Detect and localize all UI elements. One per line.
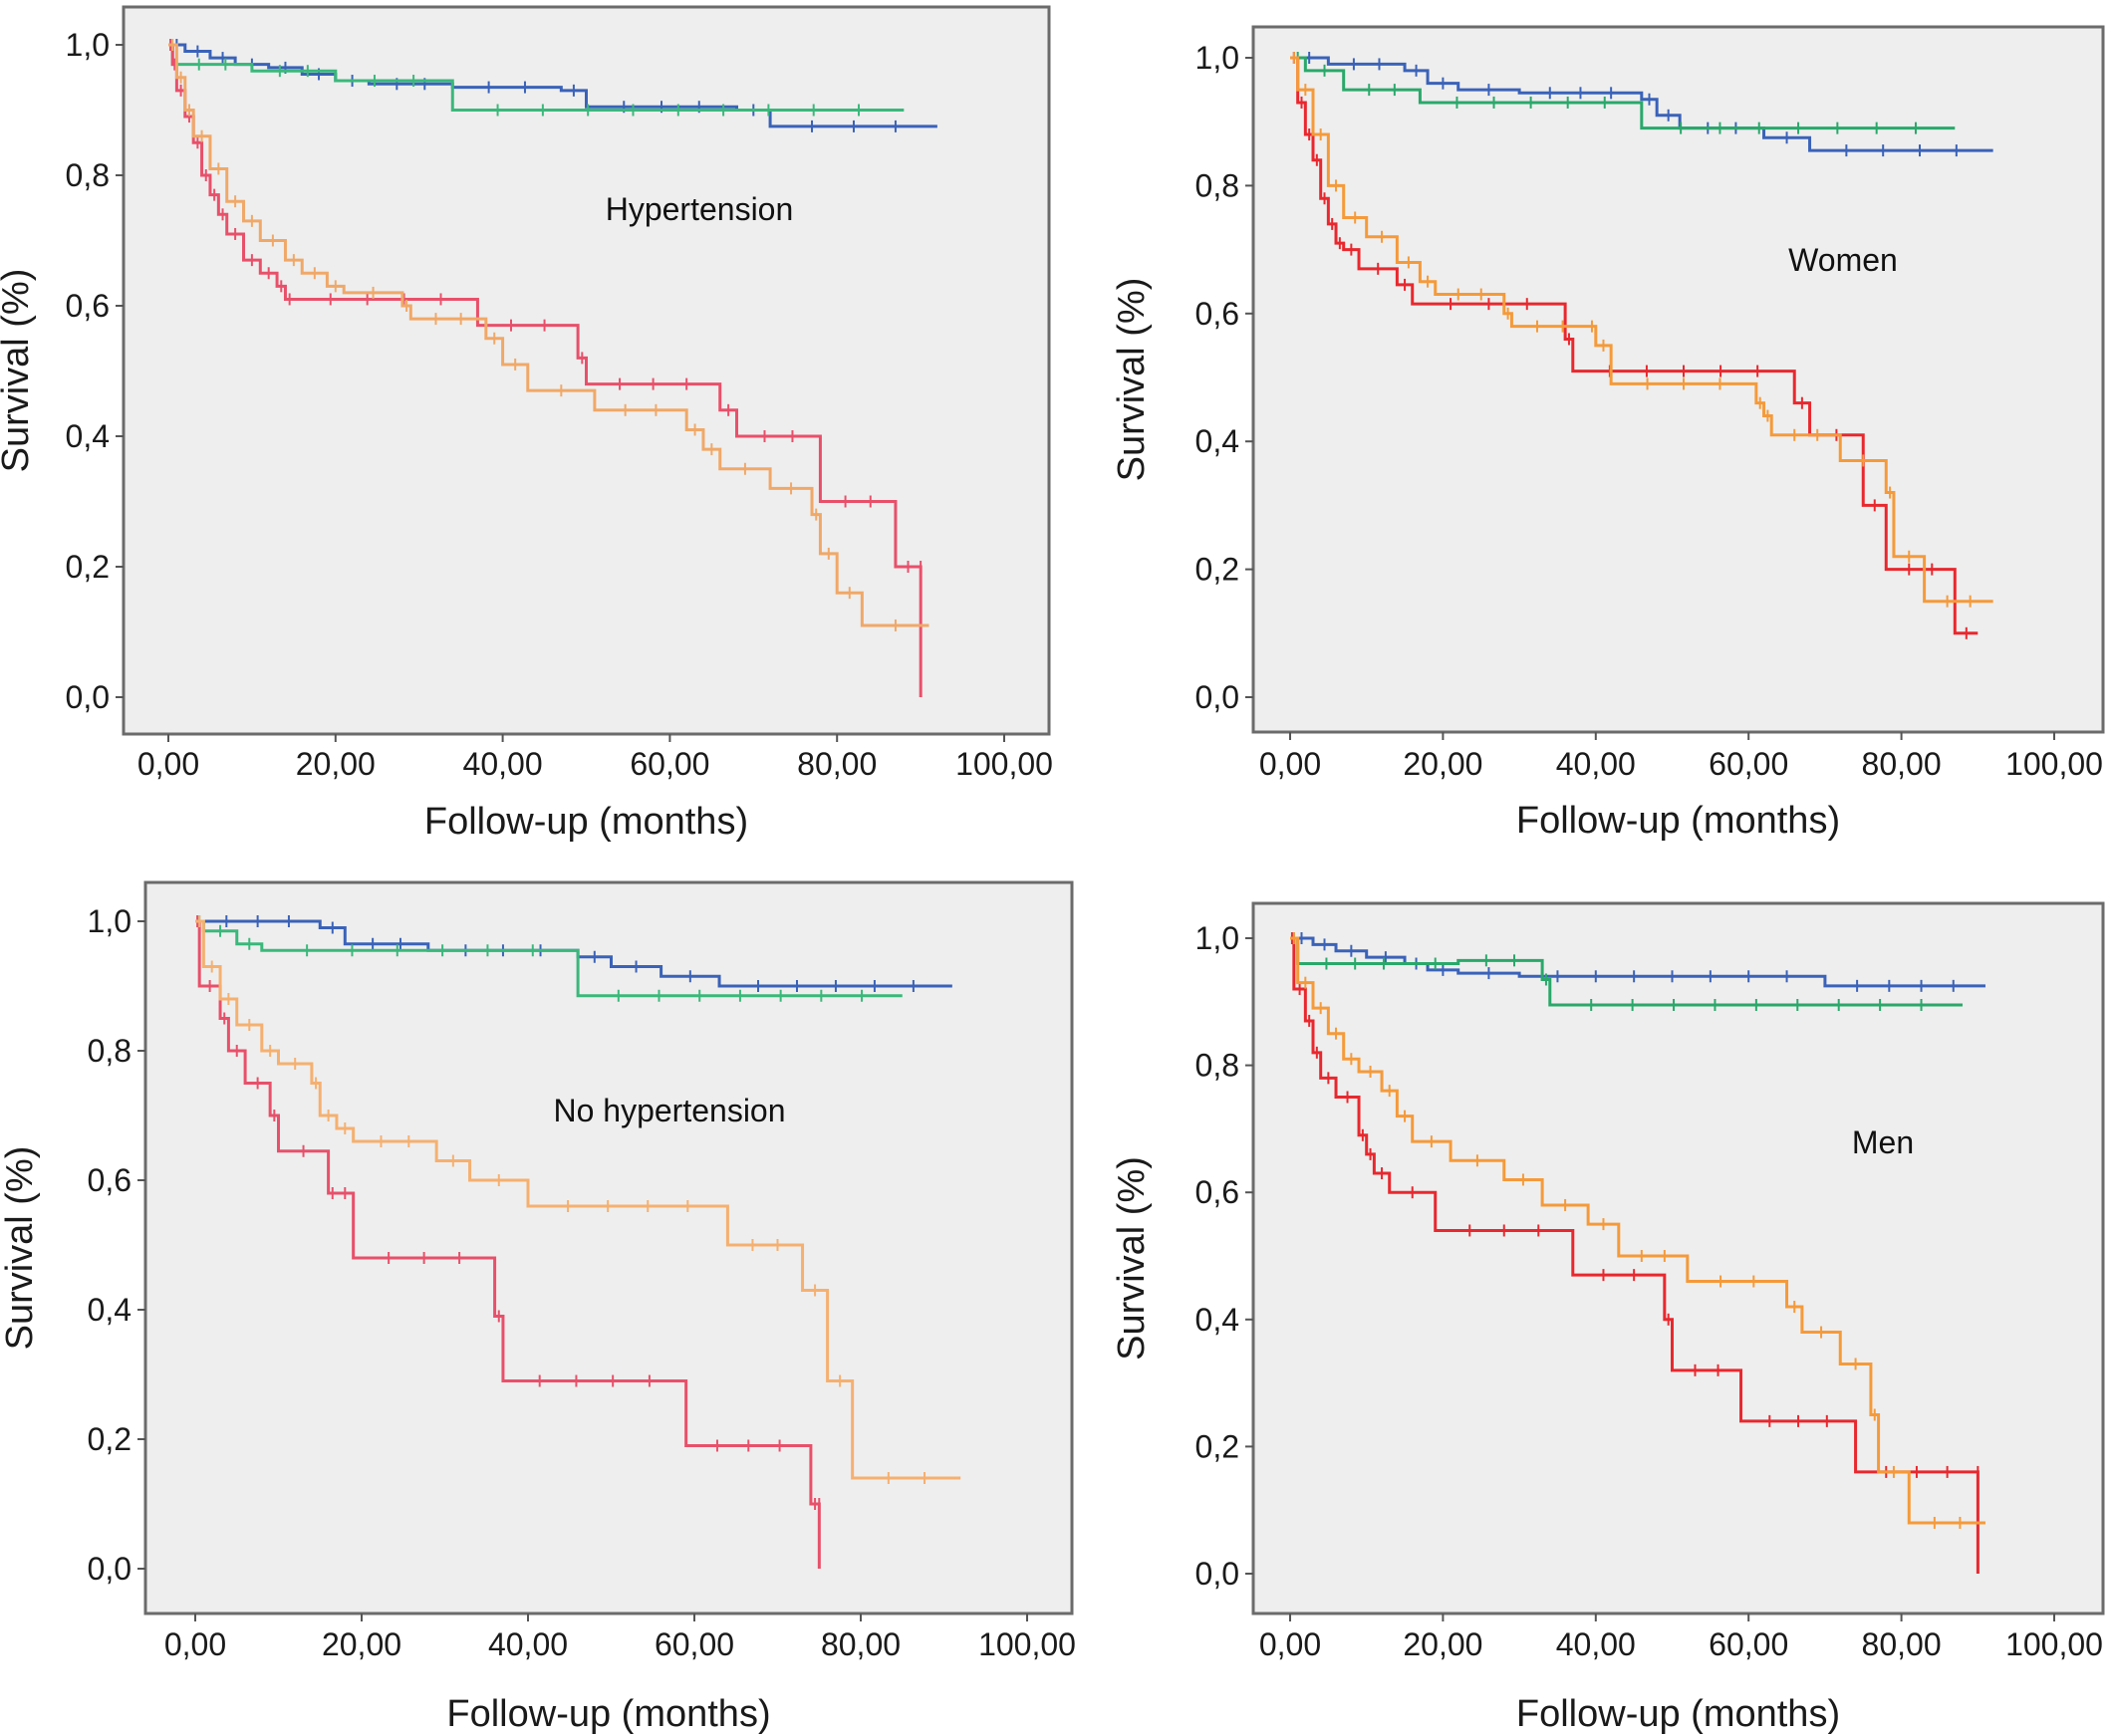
x-tick-label: 40,00 [1556, 746, 1636, 782]
plot-area [1251, 901, 2105, 1615]
y-tick-label: 1,0 [1195, 40, 1239, 76]
panel-no-hypertension: 0,0 0,2 0,4 0,6 0,8 1,0 0,00 20,00 40,00 60,00 80,… [0, 880, 1076, 1735]
y-tick-label: 0,2 [1195, 1428, 1239, 1464]
y-tick-label: 0,0 [88, 1551, 132, 1587]
x-tick-label: 20,00 [1403, 1626, 1482, 1662]
x-tick-label: 60,00 [630, 746, 709, 782]
y-tick-label: 0,6 [66, 288, 110, 324]
y-tick-label: 0,8 [1195, 167, 1239, 203]
x-tick-label: 100,00 [2005, 746, 2103, 782]
x-tick-label: 0,00 [1259, 746, 1321, 782]
panel-annotation: Hypertension [606, 191, 794, 227]
y-axis-title: Survival (%) [0, 269, 37, 473]
y-tick-label: 0,4 [1195, 1302, 1239, 1338]
y-tick-label: 0,6 [1195, 1174, 1239, 1210]
x-tick-label: 80,00 [797, 746, 877, 782]
y-tick-label: 0,0 [1195, 1556, 1239, 1592]
y-tick-label: 0,2 [66, 549, 110, 585]
y-tick-label: 0,0 [66, 679, 110, 715]
x-tick-label: 80,00 [1862, 746, 1942, 782]
x-axis-title: Follow-up (months) [1516, 800, 1840, 842]
y-tick-label: 0,4 [66, 418, 110, 454]
y-tick-label: 0,2 [1195, 552, 1239, 588]
x-tick-label: 0,00 [1259, 1626, 1321, 1662]
y-tick-label: 1,0 [88, 903, 132, 939]
plot-area [1251, 25, 2105, 734]
y-tick-label: 0,8 [88, 1033, 132, 1069]
x-tick-label: 80,00 [1862, 1626, 1942, 1662]
y-tick-label: 0,4 [88, 1292, 132, 1328]
y-tick-label: 0,0 [1195, 679, 1239, 715]
y-tick-label: 0,8 [1195, 1048, 1239, 1084]
x-tick-label: 100,00 [955, 746, 1053, 782]
series-line-red [195, 919, 821, 1569]
x-tick-label: 100,00 [978, 1626, 1076, 1662]
y-axis-title: Survival (%) [1111, 1156, 1153, 1361]
x-tick-label: 20,00 [322, 1626, 401, 1662]
panel-annotation: Women [1788, 242, 1898, 278]
y-axis-title: Survival (%) [0, 1146, 41, 1351]
panel-annotation: No hypertension [553, 1093, 785, 1128]
y-tick-label: 0,8 [66, 157, 110, 193]
x-tick-label: 40,00 [463, 746, 543, 782]
x-tick-label: 60,00 [655, 1626, 734, 1662]
y-tick-label: 0,6 [1195, 296, 1239, 332]
y-tick-label: 1,0 [1195, 920, 1239, 956]
x-tick-label: 60,00 [1709, 1626, 1788, 1662]
x-axis-title: Follow-up (months) [1516, 1693, 1840, 1735]
x-tick-label: 60,00 [1709, 746, 1788, 782]
x-tick-label: 40,00 [1556, 1626, 1636, 1662]
y-tick-label: 0,2 [88, 1421, 132, 1457]
x-tick-label: 80,00 [821, 1626, 901, 1662]
panel-annotation: Men [1852, 1124, 1914, 1160]
x-axis-title: Follow-up (months) [446, 1693, 770, 1735]
x-tick-label: 20,00 [1403, 746, 1482, 782]
x-tick-label: 0,00 [137, 746, 199, 782]
y-tick-label: 0,4 [1195, 423, 1239, 459]
panel-men: 0,0 0,2 0,4 0,6 0,8 1,0 0,00 20,00 40,00 60,00 80,… [1111, 901, 2105, 1735]
panel-women: 0,0 0,2 0,4 0,6 0,8 1,0 0,00 20,00 40,00 60,00 80,… [1111, 25, 2105, 842]
x-tick-label: 20,00 [296, 746, 376, 782]
y-tick-label: 1,0 [66, 27, 110, 63]
series-line-orange [1290, 56, 1993, 604]
plot-area [143, 880, 1074, 1615]
y-tick-label: 0,6 [88, 1162, 132, 1198]
x-axis-title: Follow-up (months) [424, 801, 748, 843]
x-tick-label: 0,00 [164, 1626, 226, 1662]
series-line-green [1290, 56, 1956, 130]
y-axis-title: Survival (%) [1111, 278, 1153, 482]
panel-hypertension: 0,0 0,2 0,4 0,6 0,8 1,0 0,00 20,00 40,00 60,00 80,… [0, 5, 1053, 843]
series-line-red [1290, 56, 1979, 635]
x-tick-label: 40,00 [488, 1626, 568, 1662]
x-tick-label: 100,00 [2005, 1626, 2103, 1662]
